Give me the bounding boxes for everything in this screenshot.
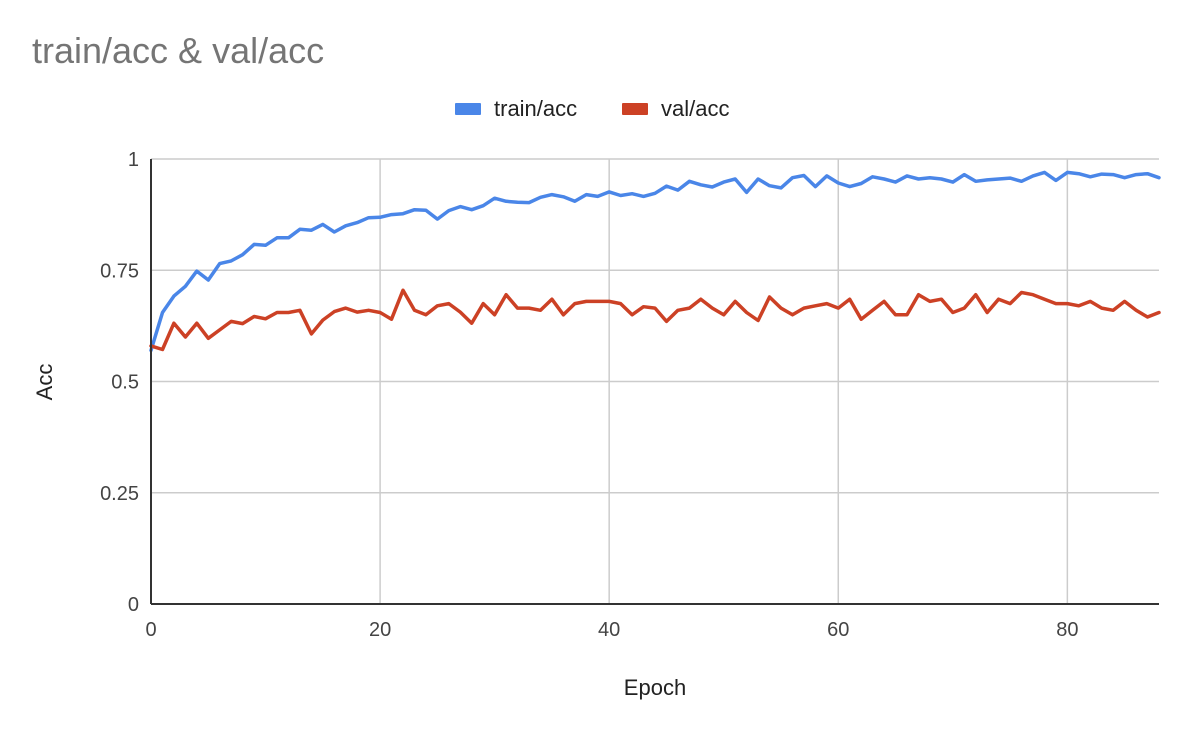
chart-title: train/acc & val/acc	[32, 30, 324, 71]
x-tick-label: 60	[827, 619, 849, 641]
series-lines	[149, 170, 1161, 353]
series-line-val-acc	[149, 288, 1161, 352]
x-tick-label: 40	[598, 619, 620, 641]
series-line-train-acc	[149, 170, 1161, 353]
x-axis-label: Epoch	[624, 675, 686, 700]
y-tick-label: 1	[128, 149, 139, 171]
legend-label-val-acc: val/acc	[661, 96, 729, 121]
y-tick-label: 0.75	[100, 260, 139, 282]
legend-swatch-val-acc	[622, 103, 648, 115]
legend-swatch-train-acc	[455, 103, 481, 115]
legend-label-train-acc: train/acc	[494, 96, 577, 121]
y-tick-label: 0	[128, 594, 139, 616]
legend: train/acc val/acc	[455, 96, 729, 121]
x-tick-label: 80	[1056, 619, 1078, 641]
x-tick-label: 0	[145, 619, 156, 641]
tick-labels: 0 0.25 0.5 0.75 1 0 20 40 60 80	[100, 149, 1078, 641]
y-tick-label: 0.25	[100, 483, 139, 505]
x-tick-label: 20	[369, 619, 391, 641]
y-axis-label: Acc	[32, 364, 57, 401]
gridlines	[151, 158, 1159, 604]
axes	[150, 159, 1159, 605]
y-tick-label: 0.5	[111, 372, 139, 394]
